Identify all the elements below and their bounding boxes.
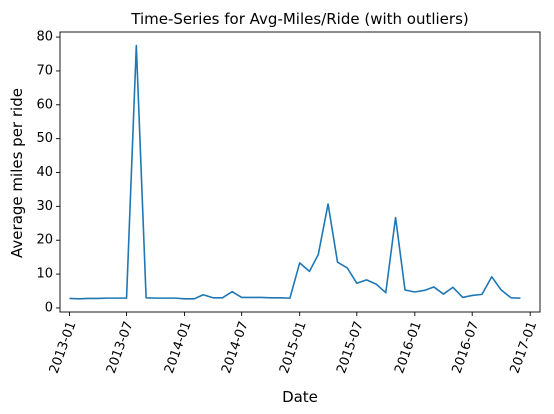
x-tick-label: 2016-01 <box>392 319 425 375</box>
series-line-0 <box>69 44 521 300</box>
y-tick-label: 70 <box>36 63 53 78</box>
x-tick-label: 2016-07 <box>450 319 483 375</box>
x-axis-label: Date <box>282 388 318 406</box>
x-axis: 2013-01 2013-07 2014-01 2014-07 2015-01 2015-… <box>47 312 540 376</box>
y-axis-label: Average miles per ride <box>8 88 26 258</box>
chart-title: Time-Series for Avg-Miles/Ride (with out… <box>130 10 469 28</box>
y-tick-label: 50 <box>36 131 53 146</box>
x-tick-label: 2015-07 <box>334 319 367 375</box>
y-tick-label: 0 <box>45 300 53 315</box>
x-tick-label: 2013-01 <box>47 319 80 375</box>
y-tick-label: 10 <box>36 267 53 282</box>
y-tick-label: 60 <box>36 97 53 112</box>
y-tick-label: 40 <box>36 165 53 180</box>
y-tick-label: 20 <box>36 233 53 248</box>
y-axis: 0 10 20 30 40 50 60 70 80 <box>36 30 60 315</box>
y-tick-label: 30 <box>36 199 53 214</box>
x-tick-label: 2014-07 <box>219 319 252 375</box>
x-tick-label: 2014-01 <box>162 319 195 375</box>
y-tick-label: 80 <box>36 30 53 45</box>
x-tick-label: 2017-01 <box>508 319 541 375</box>
x-tick-label: 2013-07 <box>104 319 137 375</box>
x-tick-label: 2015-01 <box>277 319 310 375</box>
plot-area <box>59 31 541 313</box>
